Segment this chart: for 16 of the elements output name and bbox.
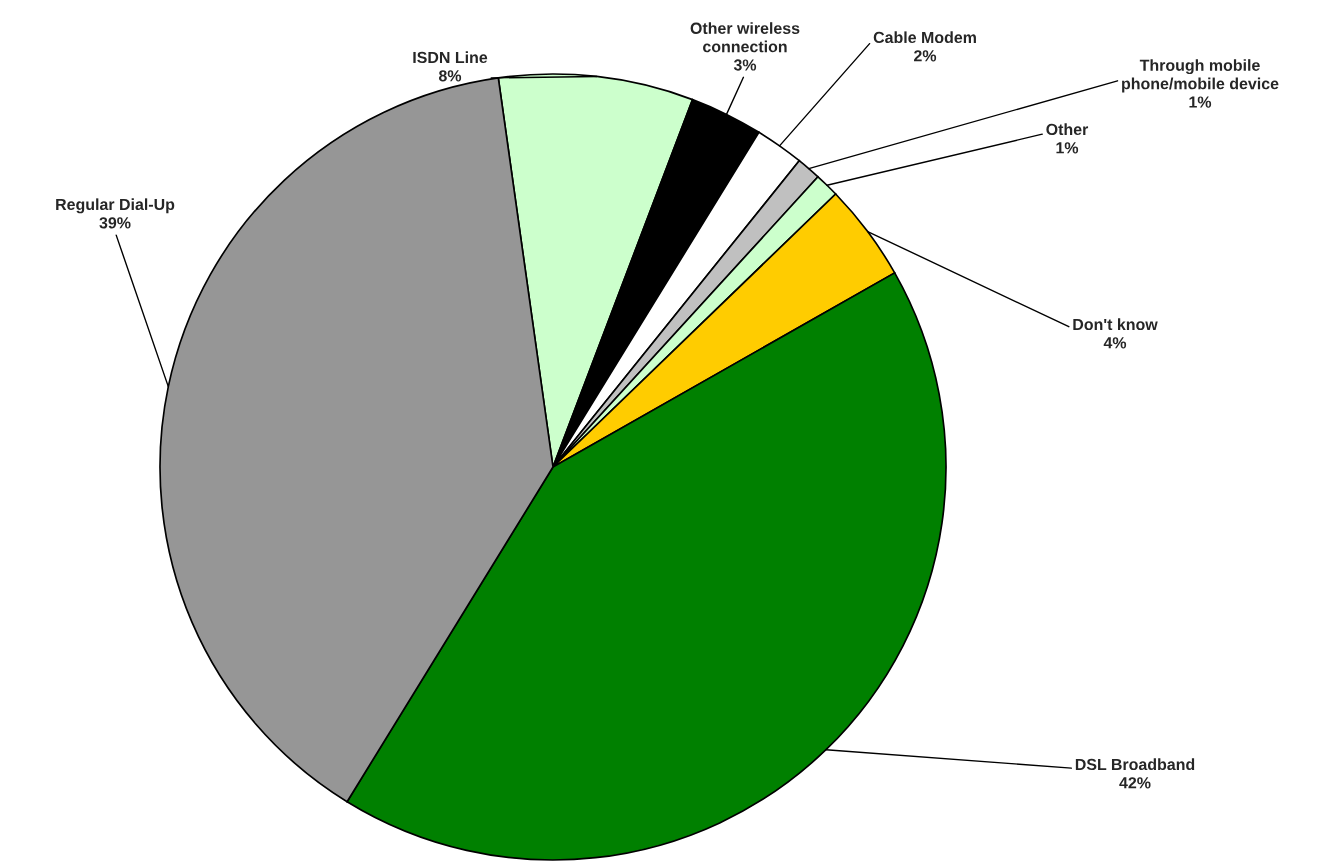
slice-label: Regular Dial-Up xyxy=(56,198,175,214)
data-label: 4% xyxy=(1103,337,1127,349)
slice-label: Through mobile phone/mobile device xyxy=(1122,59,1279,93)
slice-label: Other xyxy=(1046,123,1089,136)
data-label: 3% xyxy=(733,59,757,71)
slice-label: Cable Modem xyxy=(873,31,976,44)
data-label: 42% xyxy=(1119,777,1151,789)
slice-label: ISDN Line xyxy=(413,51,488,64)
data-label: 1% xyxy=(1056,142,1079,154)
data-label: 1% xyxy=(1189,96,1212,108)
slice-label: Other wireless connection xyxy=(690,22,800,53)
data-label: 2% xyxy=(914,50,937,62)
slice-label: DSL Broadband xyxy=(1075,758,1195,771)
data-label: 8% xyxy=(438,70,462,82)
data-label: 39% xyxy=(99,217,131,229)
slice-label: Don't know xyxy=(1073,318,1158,331)
